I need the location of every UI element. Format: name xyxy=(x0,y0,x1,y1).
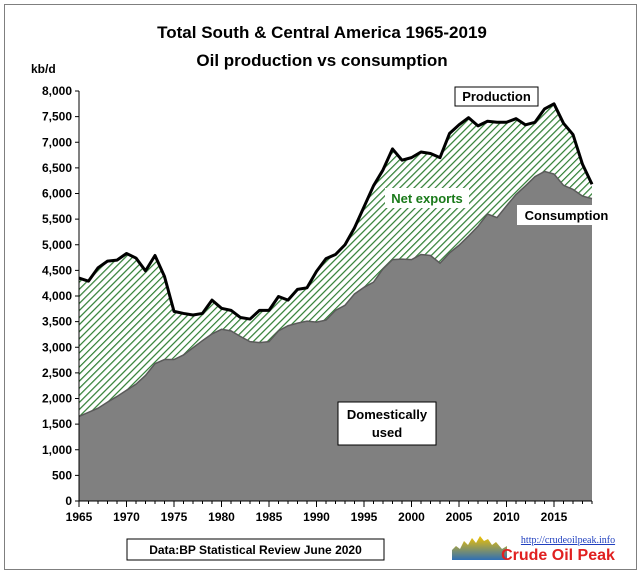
net-exports-label: Net exports xyxy=(385,188,469,208)
y-tick-label: 5,000 xyxy=(42,238,72,252)
y-tick-label: 1,000 xyxy=(42,443,72,457)
x-tick-label: 1995 xyxy=(351,510,378,524)
y-tick-label: 6,000 xyxy=(42,187,72,201)
source-note-text: Data:BP Statistical Review June 2020 xyxy=(149,543,362,557)
source-note: Data:BP Statistical Review June 2020 xyxy=(126,538,385,561)
consumption-label-box xyxy=(517,205,616,225)
chart-subtitle: Oil production vs consumption xyxy=(196,51,447,70)
y-tick-label: 0 xyxy=(65,494,72,508)
consumption-area xyxy=(79,171,592,501)
x-tick-label: 1985 xyxy=(256,510,283,524)
y-tick-label: 5,500 xyxy=(42,212,72,226)
logo-name: Crude Oil Peak xyxy=(501,547,615,564)
x-tick-label: 2005 xyxy=(446,510,473,524)
x-tick-label: 1980 xyxy=(208,510,235,524)
x-tick-label: 1990 xyxy=(303,510,330,524)
y-tick-label: 1,500 xyxy=(42,417,72,431)
consumption-label: Consumption xyxy=(517,205,616,225)
x-tick-label: 1975 xyxy=(161,510,188,524)
y-tick-label: 3,000 xyxy=(42,340,72,354)
x-tick-label: 2000 xyxy=(398,510,425,524)
domestic-label-line2: used xyxy=(372,425,402,440)
y-tick-label: 7,500 xyxy=(42,110,72,124)
consumption-label-text: Consumption xyxy=(525,208,609,223)
domestic-label-line1: Domestically xyxy=(347,407,428,422)
production-label-box xyxy=(454,86,539,107)
y-tick-label: 4,500 xyxy=(42,263,72,277)
y-tick-label: 3,500 xyxy=(42,315,72,329)
domestic-label: Domestically used xyxy=(337,401,437,446)
consumption-line xyxy=(78,170,593,418)
net-exports-area xyxy=(79,103,592,417)
axes: 0 500 1,000 1,500 2,000 2,500 3,000 3,500 4,000 4… xyxy=(42,84,593,524)
y-tick-label: 7,000 xyxy=(42,135,72,149)
source-note-box xyxy=(126,538,385,561)
crude-oil-peak-logo: http://crudeoilpeak.info Crude Oil Peak xyxy=(452,535,615,564)
y-tick-label: 6,500 xyxy=(42,161,72,175)
chart-title: Total South & Central America 1965-2019 xyxy=(157,23,487,42)
x-tick-label: 1970 xyxy=(113,510,140,524)
plot-area xyxy=(78,102,594,501)
production-line xyxy=(78,102,594,321)
net-exports-label-box xyxy=(385,188,469,208)
y-tick-label: 8,000 xyxy=(42,84,72,98)
production-label: Production xyxy=(454,86,539,107)
y-tick-label: 2,500 xyxy=(42,366,72,380)
x-tick-label: 1965 xyxy=(66,510,93,524)
y-tick-label: 2,000 xyxy=(42,392,72,406)
domestic-label-box xyxy=(337,401,437,446)
y-tick-label: 500 xyxy=(52,468,72,482)
y-axis-label: kb/d xyxy=(31,62,56,76)
x-tick-label: 2010 xyxy=(493,510,520,524)
logo-graphic-icon xyxy=(452,536,507,560)
net-exports-label-text: Net exports xyxy=(391,191,463,206)
logo-url: http://crudeoilpeak.info xyxy=(521,535,615,546)
y-tick-label: 4,000 xyxy=(42,289,72,303)
production-label-text: Production xyxy=(462,89,531,104)
x-tick-label: 2015 xyxy=(541,510,568,524)
